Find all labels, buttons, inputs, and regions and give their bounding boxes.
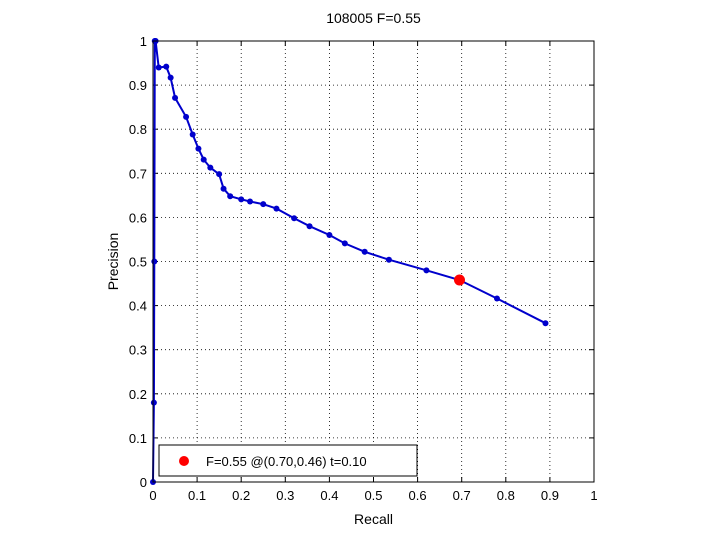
y-tick-label: 0.2 [129,387,147,402]
y-tick-label: 0.8 [129,122,147,137]
data-point [195,145,202,152]
data-point [216,171,223,178]
y-tick-label: 0.3 [129,343,147,358]
data-point [326,232,333,239]
data-point [385,256,392,263]
data-point [150,399,157,406]
y-tick-label: 0.5 [129,255,147,270]
data-point [227,193,234,200]
legend-box [158,444,418,477]
y-tick-label: 0.4 [129,299,147,314]
data-point [493,295,500,302]
x-tick-label: 0.4 [320,488,338,503]
data-point [542,320,549,327]
data-point [247,198,254,205]
data-point [151,258,158,265]
series-line [152,40,546,483]
data-point [172,94,179,101]
grid [153,41,594,482]
legend: F=0.55 @(0.70,0.46) t=0.10 [158,444,418,477]
x-tick-label: 0.7 [453,488,471,503]
x-tick-label: 0.5 [364,488,382,503]
data-point [306,223,313,230]
x-tick-label: 0.8 [497,488,515,503]
data-point [183,113,190,120]
data-point [423,267,430,274]
axis-ticks: 0 0.1 0.2 0.3 0.4 0.5 0.6 0.7 0.8 0.9 1 0 0.1 0.2 0.3 0… [129,34,598,503]
x-tick-label: 1 [590,488,597,503]
chart-title: 108005 F=0.55 [326,10,421,26]
best-f-point [453,274,465,286]
legend-text: F=0.55 @(0.70,0.46) t=0.10 [206,454,367,469]
data-point [163,63,170,70]
y-tick-label: 0.6 [129,210,147,225]
y-tick-label: 0 [140,475,147,490]
y-axis-title: Precision [105,233,121,291]
plot-frame [152,40,595,483]
data-point [220,185,227,192]
data-point [167,74,174,81]
x-tick-label: 0.3 [276,488,294,503]
data-point [273,205,280,212]
data-point [200,156,207,163]
y-tick-label: 0.1 [129,431,147,446]
x-axis-title: Recall [354,511,393,527]
y-tick-label: 0.7 [129,166,147,181]
y-tick-label: 0.9 [129,78,147,93]
x-tick-label: 0.9 [541,488,559,503]
legend-marker [179,456,189,466]
data-point [155,64,162,71]
x-tick-label: 0.6 [409,488,427,503]
x-tick-label: 0.1 [188,488,206,503]
data-point [341,240,348,247]
data-point [238,196,245,203]
data-point [291,215,298,222]
x-tick-label: 0.2 [232,488,250,503]
series-layer [150,38,549,485]
data-point [189,131,196,138]
data-point [207,164,214,171]
data-point [260,201,267,208]
x-tick-label: 0 [149,488,156,503]
data-point [361,248,368,255]
y-tick-label: 1 [140,34,147,49]
